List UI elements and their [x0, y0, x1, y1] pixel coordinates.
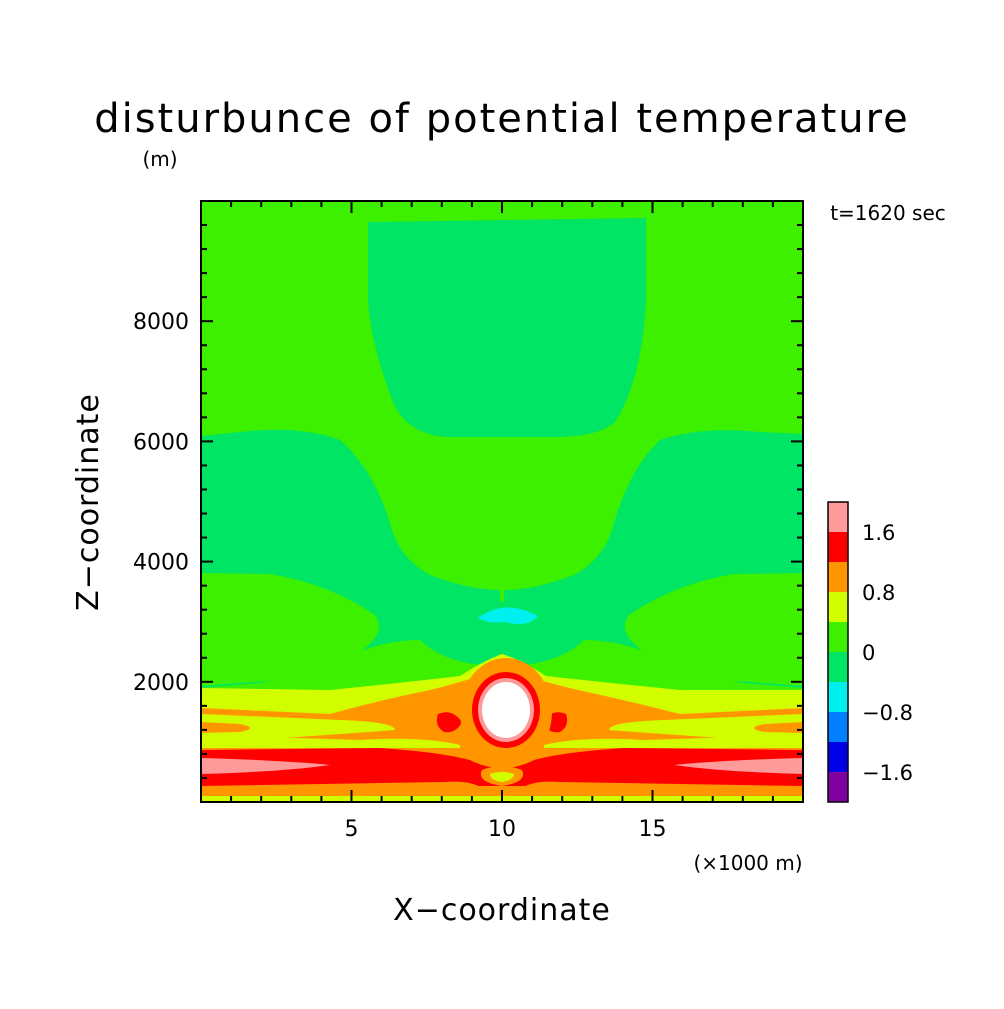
colorbar-swatch	[828, 562, 848, 592]
y-tick-label: 2000	[133, 671, 189, 696]
colorbar-swatch	[828, 742, 848, 772]
x-unit-label: (×1000 m)	[693, 851, 802, 875]
colorbar-tick-label: 0	[862, 641, 875, 665]
upper-negative-region	[368, 218, 646, 437]
chart-title: disturbunce of potential temperature	[94, 96, 910, 142]
colorbar-tick-label: 0.8	[862, 581, 895, 605]
y-axis-label: Z−coordinate	[71, 393, 106, 611]
colorbar-swatch	[828, 652, 848, 682]
y-tick-label: 8000	[133, 310, 189, 335]
pink-left-maximum	[201, 758, 330, 774]
cyan-negative-bubble	[478, 607, 538, 624]
y-tick-label: 6000	[133, 430, 189, 455]
orange-inner-band-right	[754, 722, 803, 733]
colorbar-swatch	[828, 712, 848, 742]
time-label: t=1620 sec	[830, 201, 946, 225]
colorbar-swatch	[828, 622, 848, 652]
colorbar-tick-label: −1.6	[862, 761, 913, 785]
left-positive-pocket	[201, 573, 380, 686]
central-bottom-yellow	[490, 772, 514, 782]
colorbar-swatch	[828, 502, 848, 532]
colorbar-swatch	[828, 682, 848, 712]
orange-inner-band-left	[201, 722, 250, 733]
colorbar-tick-label: −0.8	[862, 701, 913, 725]
colorbar-tick-label: 1.6	[862, 521, 895, 545]
colorbar-swatch	[828, 592, 848, 622]
contour-field	[200, 200, 804, 803]
left-red-spot	[436, 712, 462, 733]
colorbar-frame	[827, 501, 849, 803]
pink-right-maximum	[674, 758, 803, 774]
yellow-inner-band-right	[609, 714, 803, 744]
central-white-core	[482, 682, 530, 738]
x-axis-label: X−coordinate	[393, 893, 611, 928]
colorbar-swatch	[828, 772, 848, 802]
x-axis: 5 10 15	[230, 201, 774, 842]
y-axis: 2000 4000 6000 8000	[133, 224, 803, 779]
yellow-lower-band	[201, 735, 803, 748]
colorbar-swatch	[828, 532, 848, 562]
y-unit-label: (m)	[142, 147, 177, 171]
x-tick-label: 15	[639, 817, 667, 842]
colorbar: 1.6 0.8 0 −0.8 −1.6	[827, 501, 913, 803]
x-tick-label: 10	[488, 817, 516, 842]
right-positive-pocket	[624, 573, 803, 686]
y-tick-label: 4000	[133, 551, 189, 576]
x-tick-label: 5	[345, 817, 359, 842]
yellow-inner-band-left	[201, 714, 395, 744]
